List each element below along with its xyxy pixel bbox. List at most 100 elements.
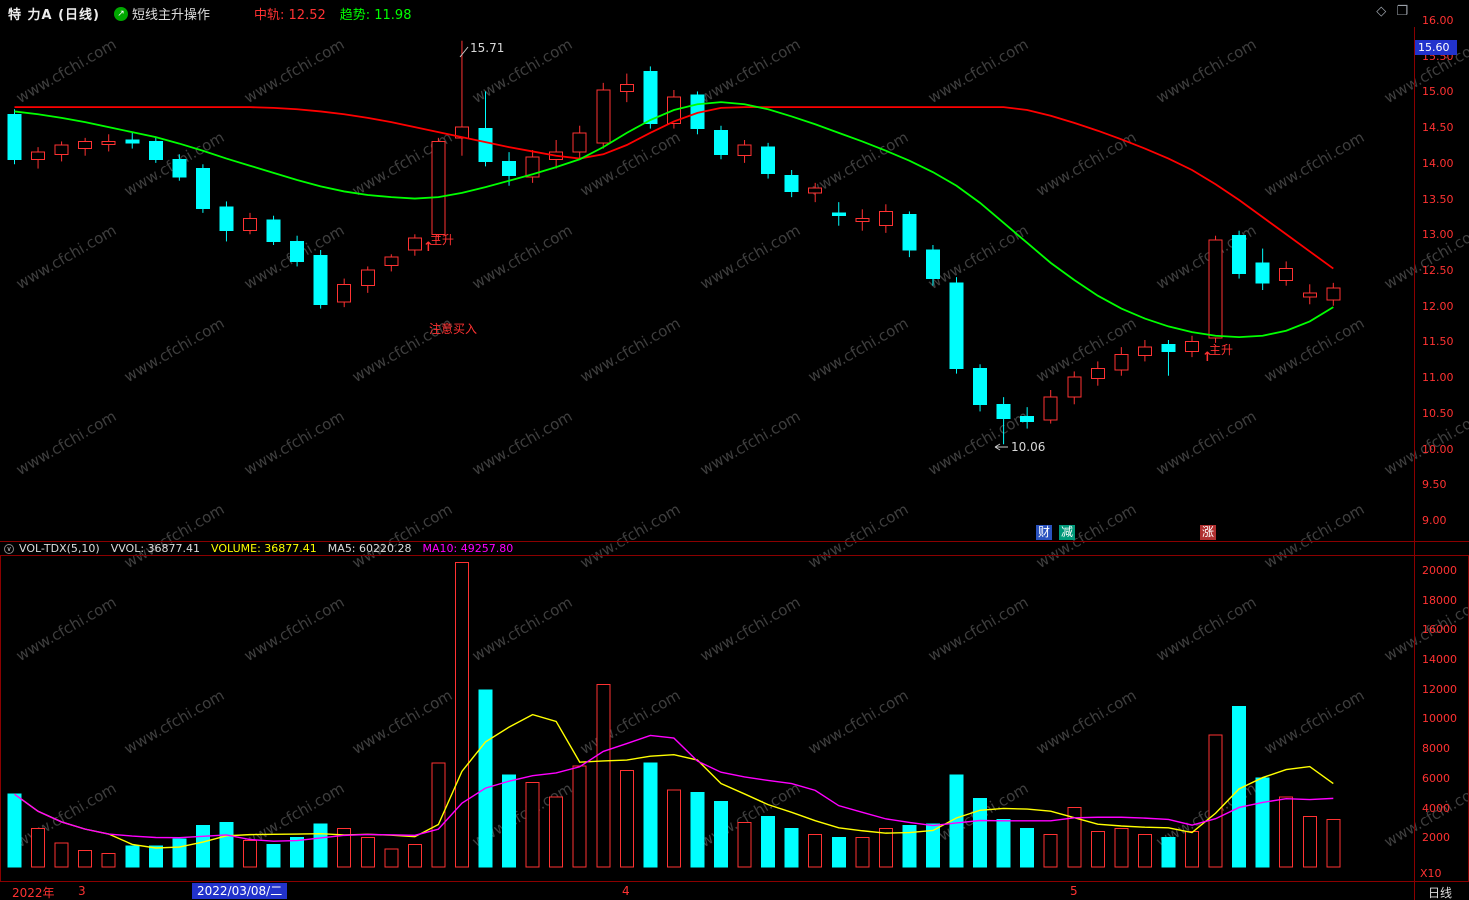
volume-chart[interactable]	[0, 556, 1414, 881]
volume-bar	[431, 762, 446, 868]
volume-bar	[125, 845, 140, 868]
candle	[337, 283, 352, 303]
price-axis-label: 10.50	[1422, 406, 1454, 420]
volume-bar	[925, 823, 940, 868]
volume-bar	[1302, 815, 1317, 868]
candle	[1043, 396, 1058, 421]
volume-bar	[996, 818, 1011, 868]
candle	[761, 146, 776, 175]
candle	[313, 255, 328, 305]
candle	[596, 89, 611, 144]
volume-bar	[973, 798, 988, 868]
volume-bar	[172, 838, 187, 868]
candle	[243, 218, 257, 232]
candle	[902, 213, 917, 251]
price-axis-label: 12.00	[1422, 299, 1454, 313]
candle	[1161, 343, 1176, 352]
diamond-icon[interactable]: ◇	[1376, 4, 1387, 19]
candle	[172, 158, 187, 178]
volume-bar	[195, 824, 210, 868]
candle	[1185, 340, 1199, 352]
candle	[1114, 353, 1129, 371]
candle	[973, 368, 988, 405]
candle	[290, 240, 305, 262]
volume-ma10-line	[14, 734, 1334, 842]
volume-bar	[596, 683, 611, 868]
volume-bar	[1090, 830, 1105, 868]
volume-header-item: MA5: 60220.28	[327, 542, 412, 555]
volume-axis-label: 14000	[1422, 653, 1457, 667]
volume-bar	[243, 839, 257, 868]
volume-bar	[1185, 830, 1199, 868]
volume-axis-label: 8000	[1422, 742, 1450, 756]
volume-bar	[1114, 827, 1129, 868]
candle	[125, 139, 140, 144]
volume-bar	[384, 848, 399, 868]
candle	[195, 168, 210, 210]
volume-bar	[761, 815, 776, 868]
period-label[interactable]: 日线	[1428, 886, 1453, 900]
indicator-icon: ↗	[114, 6, 128, 21]
candle	[1090, 368, 1105, 380]
candle	[808, 187, 823, 194]
month-tick-label: 5	[1070, 884, 1078, 898]
volume-bar	[902, 824, 917, 868]
collapse-indicator-icon[interactable]: ∨	[4, 543, 14, 554]
last-price-badge: 15.60	[1415, 40, 1457, 55]
price-axis-label: 9.00	[1422, 514, 1447, 527]
volume-header-item: VOLUME: 36877.41	[211, 542, 317, 555]
candle	[784, 175, 799, 192]
volume-axis-label: 4000	[1422, 801, 1450, 815]
price-axis-label: 16.00	[1422, 14, 1454, 27]
volume-bar	[1020, 827, 1035, 868]
volume-bar	[148, 845, 163, 868]
price-axis-label: 11.50	[1422, 335, 1454, 349]
volume-bar	[313, 823, 328, 868]
candle	[643, 70, 658, 125]
mid-band-line	[14, 106, 1334, 270]
volume-bar	[1232, 706, 1247, 868]
volume-axis-label: 10000	[1422, 712, 1457, 726]
volume-indicator-values: VOL-TDX(5,10) VVOL: 36877.41 VOLUME: 36877…	[19, 542, 524, 555]
volume-bar	[54, 842, 69, 868]
candle	[1067, 376, 1082, 398]
price-axis-label: 13.50	[1422, 192, 1454, 206]
candle	[502, 160, 517, 177]
volume-bar	[1161, 836, 1176, 868]
volume-bar	[7, 793, 22, 868]
volume-bar	[643, 762, 658, 868]
axis-divider-line	[1414, 27, 1415, 900]
candle	[996, 403, 1011, 420]
signal-chip: 财	[1036, 525, 1053, 540]
window-icon[interactable]: ❐	[1396, 4, 1408, 19]
candle	[1302, 292, 1317, 298]
candle	[1232, 235, 1247, 275]
volume-multiplier-label: X10	[1420, 867, 1442, 880]
price-axis-label: 14.50	[1422, 121, 1454, 135]
volume-bar	[454, 562, 469, 868]
volume-header-item: MA10: 49257.80	[422, 542, 514, 555]
indicator-name: 短线主升操作	[132, 8, 211, 23]
candle	[949, 282, 964, 370]
candle	[431, 140, 446, 235]
candle	[831, 212, 846, 217]
price-axis-label: 10.00	[1422, 442, 1454, 456]
price-chart[interactable]	[0, 27, 1414, 541]
candle	[148, 140, 163, 160]
volume-bar	[337, 827, 352, 868]
volume-bar	[737, 821, 752, 868]
volume-bar	[1255, 777, 1270, 868]
price-axis-label: 13.00	[1422, 228, 1454, 242]
candle	[407, 237, 422, 251]
candle	[525, 156, 540, 178]
trend-line	[14, 101, 1334, 339]
selected-date-chip[interactable]: 2022/03/08/二	[192, 883, 288, 899]
volume-bar	[1067, 807, 1082, 868]
trend-value: 趋势: 11.98	[339, 8, 412, 23]
volume-bar	[878, 827, 893, 868]
candle	[1326, 287, 1341, 301]
volume-bar	[666, 789, 681, 868]
candle	[54, 144, 69, 155]
volume-bar	[784, 827, 799, 868]
volume-bar	[407, 844, 422, 868]
